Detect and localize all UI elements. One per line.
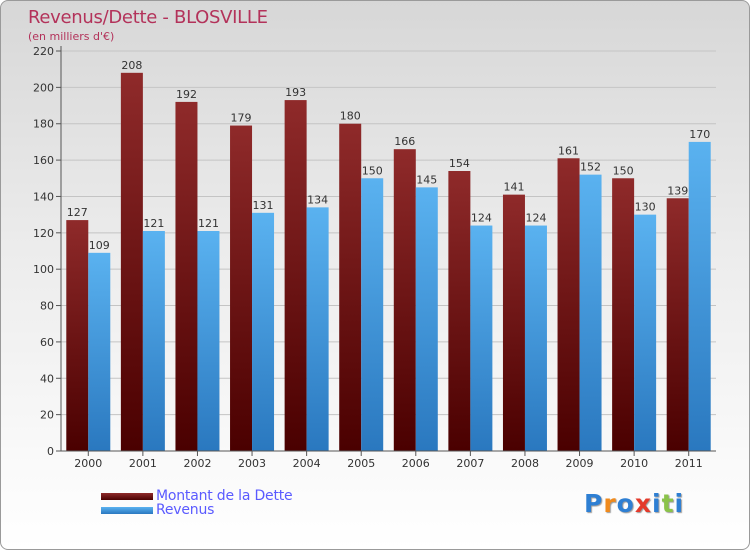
bar-revenus <box>579 174 602 452</box>
data-label-debt: 154 <box>449 157 470 170</box>
data-label-debt: 193 <box>285 86 306 99</box>
bar-debt <box>502 194 525 452</box>
x-tick-label: 2007 <box>456 457 484 470</box>
x-tick-label: 2009 <box>566 457 594 470</box>
data-label-revenus: 150 <box>362 164 383 177</box>
x-tick-label: 2004 <box>293 457 321 470</box>
x-tick-label: 2003 <box>238 457 266 470</box>
bar-revenus <box>197 231 220 451</box>
data-label-revenus: 130 <box>635 201 656 214</box>
x-tick-label: 2006 <box>402 457 430 470</box>
legend-item-revenus: Revenus <box>101 502 214 518</box>
y-tick-label: 140 <box>33 190 54 203</box>
data-label-revenus: 131 <box>253 199 274 212</box>
bar-revenus <box>415 187 438 451</box>
data-label-revenus: 152 <box>580 161 601 174</box>
data-label-revenus: 170 <box>689 128 710 141</box>
x-tick-label: 2011 <box>675 457 703 470</box>
bar-revenus <box>88 252 111 451</box>
bar-revenus <box>361 178 384 452</box>
data-label-debt: 166 <box>394 135 415 148</box>
y-tick-label: 180 <box>33 118 54 131</box>
bar-revenus <box>470 225 493 451</box>
data-label-debt: 150 <box>613 164 634 177</box>
x-tick-label: 2002 <box>183 457 211 470</box>
legend-item-debt: Montant de la Dette <box>101 488 293 504</box>
bar-debt <box>120 72 143 452</box>
x-tick-label: 2001 <box>129 457 157 470</box>
legend-label-revenus: Revenus <box>156 502 215 518</box>
y-tick-label: 220 <box>33 45 54 58</box>
y-tick-label: 80 <box>40 300 54 313</box>
data-label-revenus: 145 <box>416 173 437 186</box>
x-tick-label: 2005 <box>347 457 375 470</box>
data-label-debt: 161 <box>558 144 579 157</box>
bar-debt <box>393 149 416 451</box>
bar-revenus <box>634 214 657 451</box>
data-label-revenus: 134 <box>307 193 328 206</box>
data-label-revenus: 124 <box>471 212 492 225</box>
legend-swatch-revenus <box>101 506 153 514</box>
proxiti-logo: Proxiti <box>584 489 684 518</box>
y-tick-label: 160 <box>33 154 54 167</box>
data-label-revenus: 109 <box>89 239 110 252</box>
bar-debt <box>448 171 471 451</box>
data-label-revenus: 121 <box>198 217 219 230</box>
y-tick-label: 200 <box>33 81 54 94</box>
logo-letter: t <box>661 489 675 518</box>
bar-revenus <box>688 141 711 451</box>
y-tick-label: 120 <box>33 227 54 240</box>
bar-debt <box>284 100 307 451</box>
logo-letter: x <box>634 489 652 518</box>
bar-debt <box>666 198 689 451</box>
logo-letter: i <box>674 489 685 518</box>
bar-debt <box>339 123 362 452</box>
logo-letter: r <box>603 489 617 518</box>
y-tick-label: 60 <box>40 336 54 349</box>
bar-debt <box>612 178 635 452</box>
data-label-debt: 139 <box>667 184 688 197</box>
data-label-debt: 127 <box>67 206 88 219</box>
data-label-debt: 179 <box>231 112 252 125</box>
x-tick-label: 2008 <box>511 457 539 470</box>
y-tick-label: 100 <box>33 263 54 276</box>
bar-debt <box>175 101 198 451</box>
chart-subtitle: (en milliers d'€) <box>28 30 115 43</box>
data-label-debt: 192 <box>176 88 197 101</box>
bar-debt <box>557 158 580 452</box>
bar-revenus <box>252 212 275 451</box>
y-tick-label: 0 <box>47 445 54 458</box>
data-label-debt: 208 <box>121 59 142 72</box>
bar-revenus <box>524 225 547 451</box>
bar-debt <box>66 220 89 451</box>
data-label-revenus: 124 <box>525 212 546 225</box>
legend-label-debt: Montant de la Dette <box>156 488 293 504</box>
bar-revenus <box>306 207 329 451</box>
logo-letter: o <box>616 489 635 518</box>
legend-swatch-debt <box>101 492 153 500</box>
x-tick-label: 2010 <box>620 457 648 470</box>
data-label-revenus: 121 <box>143 217 164 230</box>
bar-revenus <box>142 231 165 451</box>
bar-debt <box>230 125 253 451</box>
logo-letter: P <box>584 489 604 518</box>
y-tick-label: 40 <box>40 372 54 385</box>
data-label-debt: 141 <box>503 181 524 194</box>
data-label-debt: 180 <box>340 110 361 123</box>
logo-letter: i <box>652 489 662 518</box>
chart-title: Revenus/Dette - BLOSVILLE <box>28 7 268 28</box>
y-tick-label: 20 <box>40 409 54 422</box>
x-tick-label: 2000 <box>74 457 102 470</box>
